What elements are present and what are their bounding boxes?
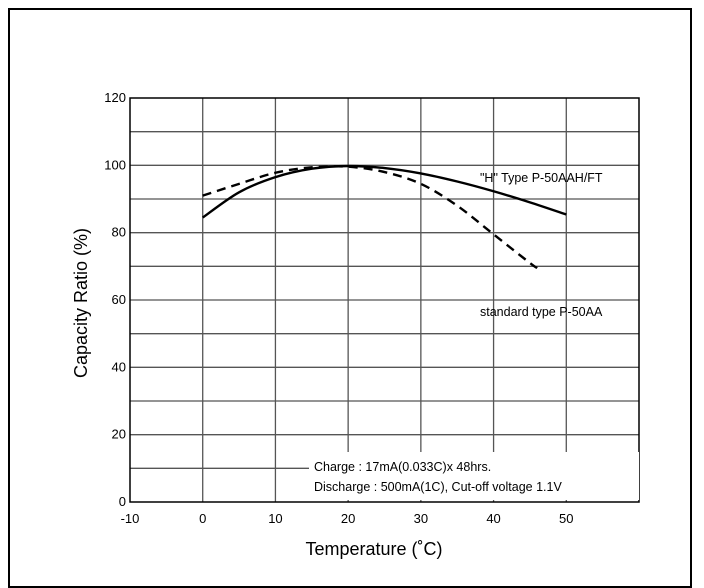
- capacity-temperature-chart: -10 0 10 20 30 40 50 0 20 40 60 80 100 120 "H" Type …: [71, 90, 640, 559]
- y-tick-label: 60: [112, 292, 126, 307]
- y-tick-labels: 0 20 40 60 80 100 120: [104, 90, 126, 509]
- y-tick-label: 100: [104, 157, 126, 172]
- x-tick-label: 40: [486, 511, 500, 526]
- x-tick-label: 30: [414, 511, 428, 526]
- plot-area: [129, 97, 640, 503]
- x-tick-label: 20: [341, 511, 355, 526]
- series-lines: [202, 164, 567, 270]
- charge-condition-text: Charge : 17mA(0.033C)x 48hrs.: [314, 460, 491, 474]
- series-line-standard-type: [202, 165, 538, 270]
- discharge-condition-text: Discharge : 500mA(1C), Cut-off voltage 1…: [314, 480, 562, 494]
- x-tick-labels: -10 0 10 20 30 40 50: [121, 511, 574, 526]
- y-tick-label: 120: [104, 90, 126, 105]
- y-tick-label: 20: [112, 427, 126, 442]
- y-tick-label: 0: [119, 494, 126, 509]
- x-tick-label: -10: [121, 511, 140, 526]
- x-tick-label: 0: [199, 511, 206, 526]
- series-line-h-type: [202, 164, 567, 219]
- annotation-box: [309, 452, 639, 500]
- y-tick-label: 40: [112, 359, 126, 374]
- series-label-h-type: "H" Type P-50AAH/FT: [480, 171, 603, 185]
- y-axis-title: Capacity Ratio (%): [71, 228, 91, 378]
- grid: [130, 98, 639, 502]
- series-label-standard-type: standard type P-50AA: [480, 305, 603, 319]
- x-tick-label: 50: [559, 511, 573, 526]
- y-tick-label: 80: [112, 225, 126, 240]
- x-tick-label: 10: [268, 511, 282, 526]
- x-axis-title: Temperature (˚C): [305, 539, 442, 559]
